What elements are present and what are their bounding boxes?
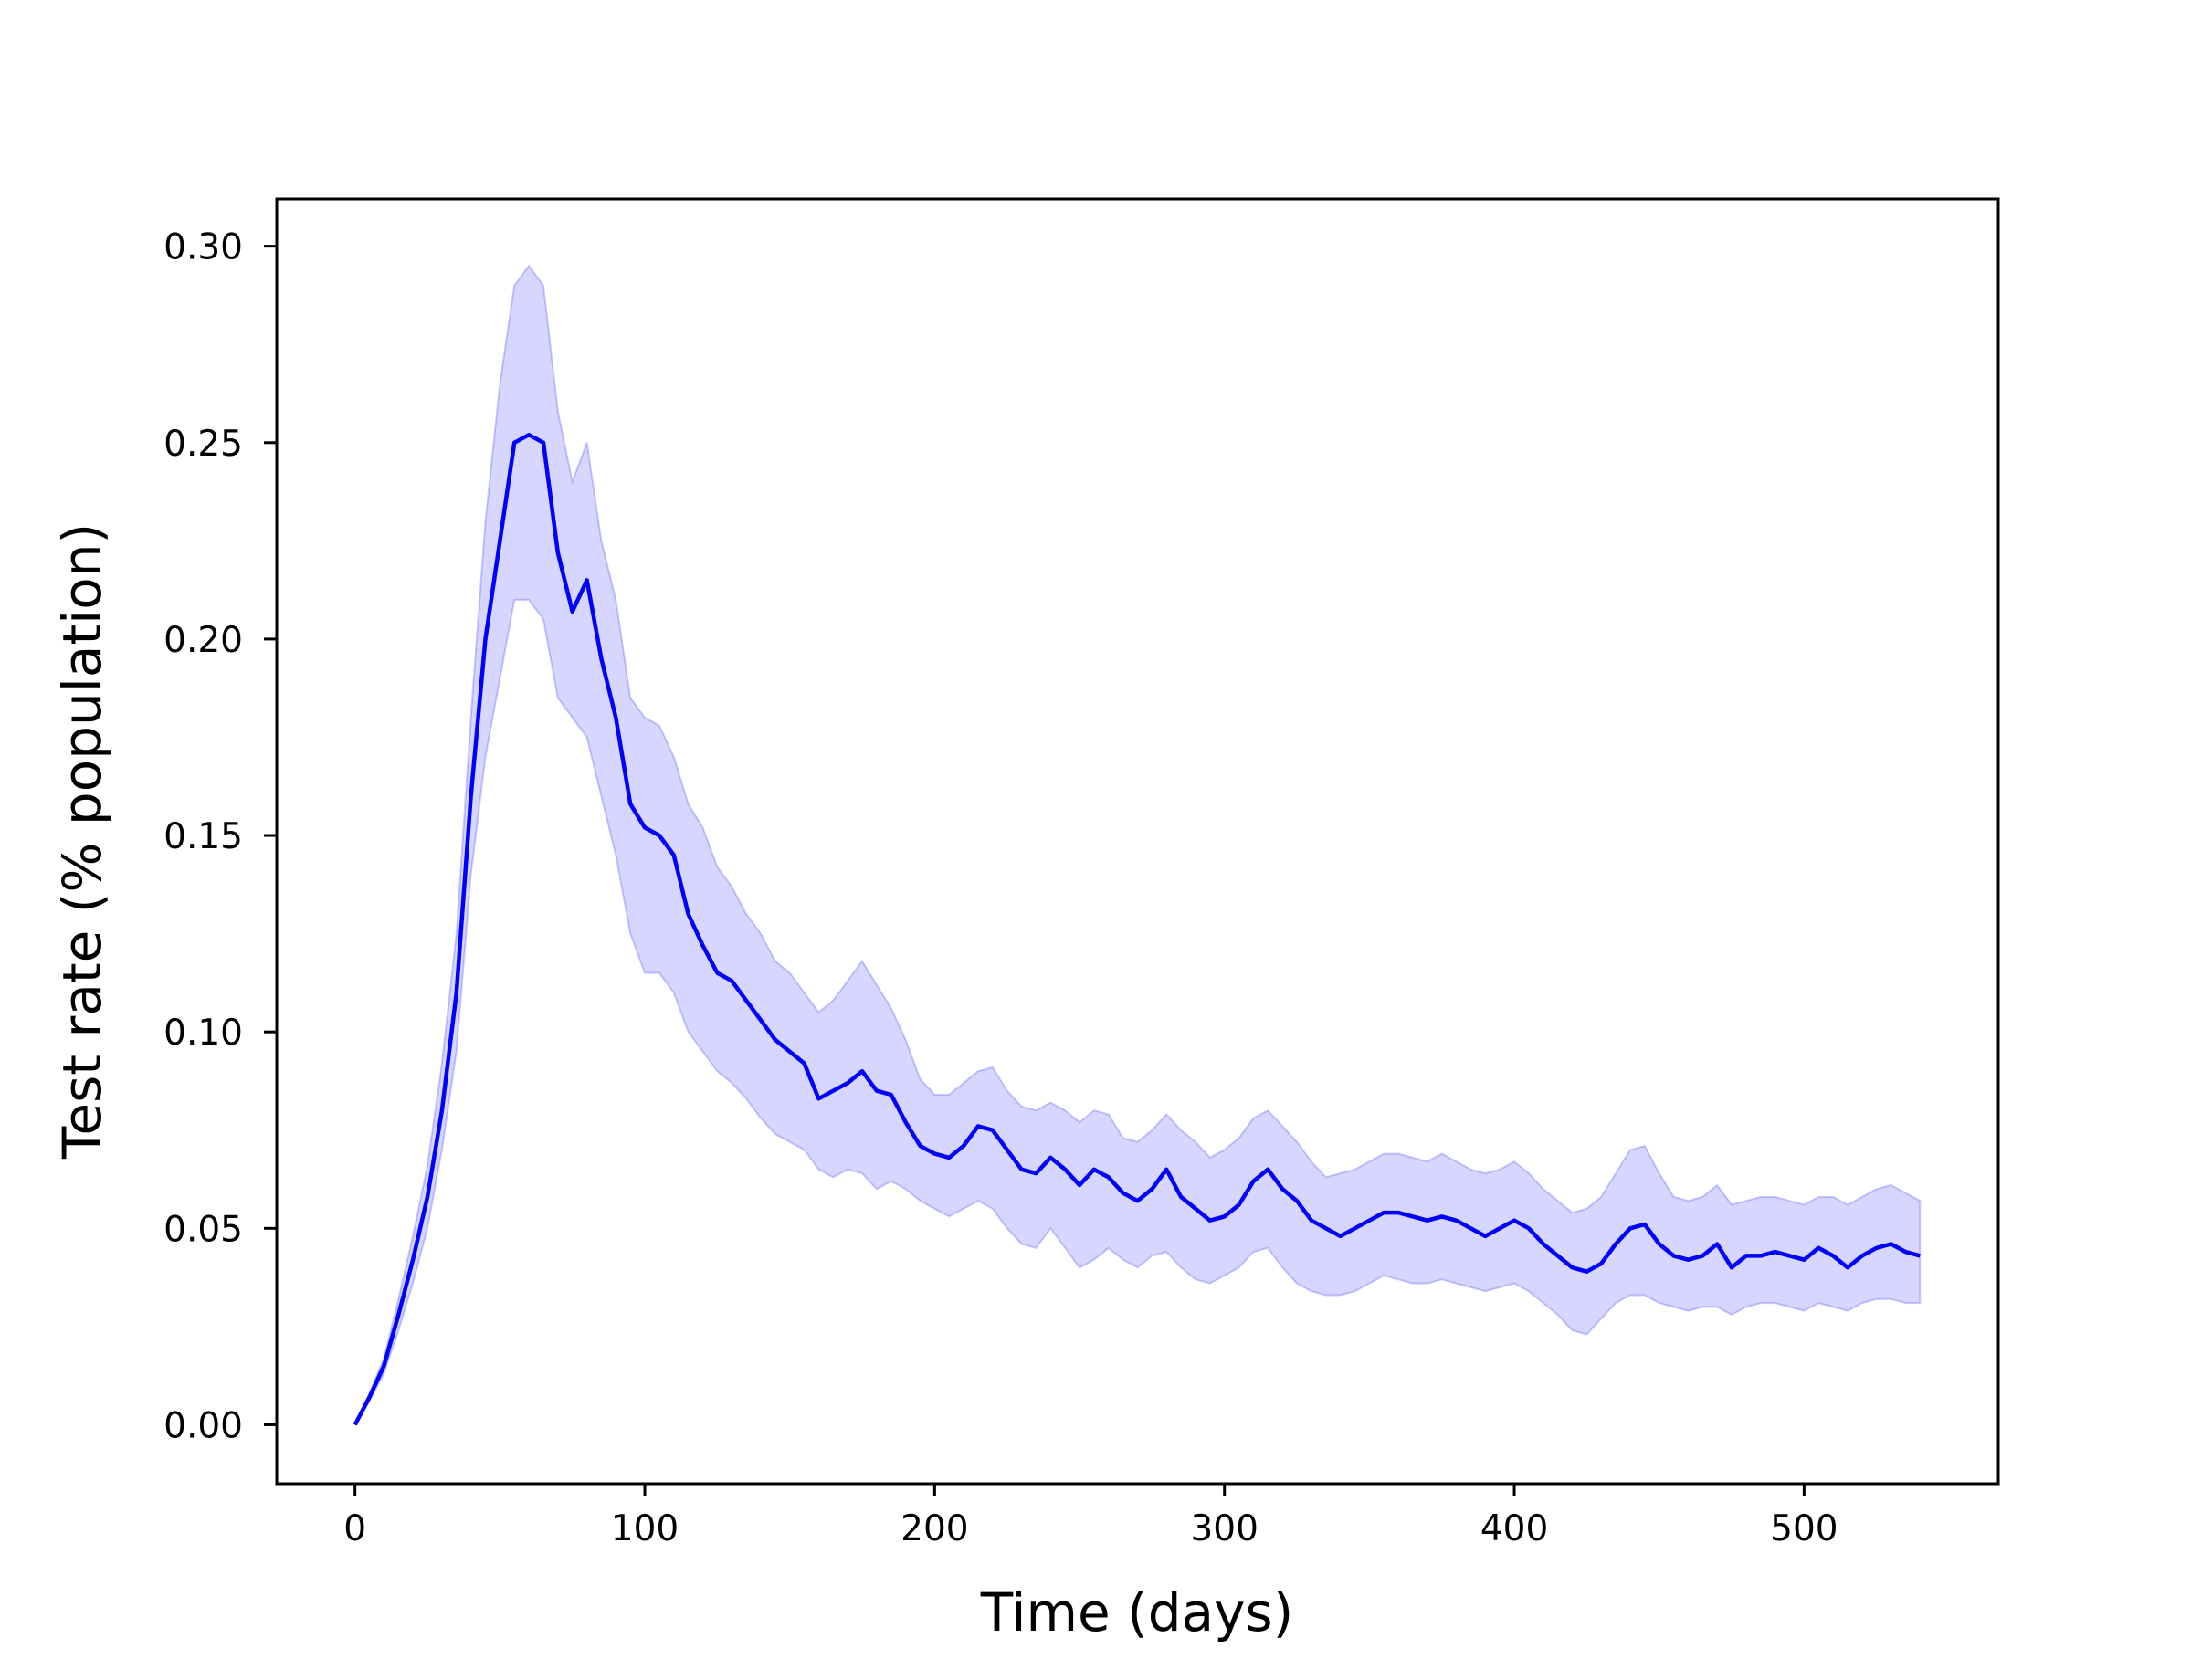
plot-frame xyxy=(275,197,2000,1486)
x-axis-label: Time (days) xyxy=(980,1581,1294,1643)
y-tick-label: 0.05 xyxy=(163,1209,243,1250)
y-axis-label: Test rate (% population) xyxy=(51,523,113,1160)
y-tick-label: 0.15 xyxy=(163,816,243,857)
mean-test-rate-line xyxy=(353,432,1921,1426)
y-tick-label: 0.10 xyxy=(163,1013,243,1054)
y-axis: 0.00 0.05 0.10 0.15 0.20 0.25 0.30 xyxy=(163,227,277,1446)
y-tick-label: 0.25 xyxy=(163,424,243,465)
x-tick-label: 300 xyxy=(1190,1508,1258,1549)
x-axis: 0 100 200 300 400 500 xyxy=(343,1484,1838,1549)
y-tick-label: 0.30 xyxy=(163,227,243,268)
x-tick-label: 100 xyxy=(611,1508,679,1549)
x-tick-label: 400 xyxy=(1480,1508,1548,1549)
mean-line-layer xyxy=(353,432,1921,1426)
x-tick-label: 200 xyxy=(901,1508,968,1549)
y-tick-label: 0.20 xyxy=(163,620,243,661)
y-tick-label: 0.00 xyxy=(163,1405,243,1446)
x-tick-label: 500 xyxy=(1770,1508,1838,1549)
x-tick-label: 0 xyxy=(343,1508,366,1549)
